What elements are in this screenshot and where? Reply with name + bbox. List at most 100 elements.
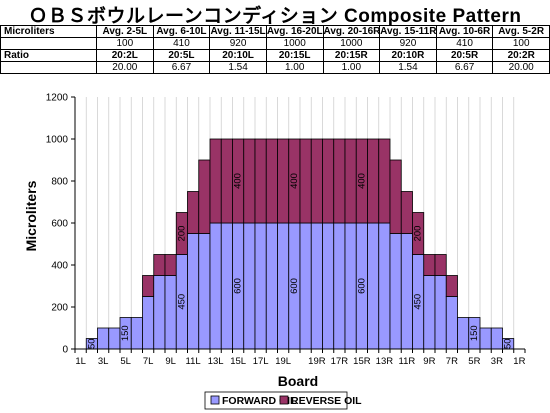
y-tick-label: 1000 bbox=[46, 135, 69, 146]
data-label: 450 bbox=[413, 294, 424, 310]
bar-forward-11R bbox=[400, 233, 413, 350]
row-label bbox=[0, 37, 97, 50]
data-label: 50 bbox=[86, 338, 97, 349]
x-tick-label: 1L bbox=[75, 356, 86, 367]
table-cell: 920 bbox=[379, 37, 437, 50]
bar-reverse-19L bbox=[277, 138, 290, 224]
legend-box bbox=[204, 391, 348, 410]
bar-forward-19R bbox=[310, 222, 323, 350]
table-cell: 100 bbox=[96, 37, 154, 50]
bar-reverse-14R bbox=[367, 138, 380, 224]
table-cell: 20:5R bbox=[435, 49, 494, 62]
oil-pattern-chart: 5015045020060040060040060040045020015050… bbox=[23, 93, 526, 410]
bar-forward-14L bbox=[220, 222, 233, 350]
summary-table: Microliters Avg. 2-5L Avg. 6-10L Avg. 11-15… bbox=[0, 25, 550, 74]
bar-reverse-14L bbox=[220, 138, 233, 224]
x-tick-label: 13R bbox=[376, 356, 394, 367]
x-axis-label: Board bbox=[278, 373, 318, 389]
bar-reverse-17L bbox=[254, 138, 267, 224]
bar-forward-14R bbox=[367, 222, 380, 350]
table-cell: 20:15R bbox=[322, 49, 381, 62]
bar-reverse-20R bbox=[299, 138, 312, 224]
x-tick-label: 3R bbox=[491, 356, 503, 367]
value-labels: 50 150 450 200 600 400 600 400 600 400 450 200 150 50 bbox=[86, 173, 513, 349]
table-cell: Avg. 2-5L bbox=[96, 25, 154, 38]
table-cell: 100 bbox=[492, 37, 550, 50]
table-cell: Avg. 20-16R bbox=[322, 25, 381, 38]
bar-forward-11L bbox=[187, 233, 200, 350]
y-tick-label: 400 bbox=[51, 261, 68, 272]
bar-forward-16L bbox=[243, 222, 256, 350]
bar-reverse-7L bbox=[142, 275, 155, 297]
bar-forward-3R bbox=[490, 327, 503, 350]
bar-forward-9L bbox=[164, 275, 177, 350]
x-tick-label: 15L bbox=[230, 356, 246, 367]
table-cell: Avg. 6-10L bbox=[152, 25, 211, 38]
bar-forward-8R bbox=[434, 275, 447, 350]
table-row: Microliters Avg. 2-5L Avg. 6-10L Avg. 11-15… bbox=[0, 25, 550, 38]
table-row: Ratio 20:2L 20:5L 20:10L 20:15L 20:15R 20:10R 2… bbox=[0, 49, 550, 62]
table-cell: 6.67 bbox=[152, 61, 211, 74]
bars bbox=[85, 138, 515, 350]
data-label: 400 bbox=[356, 173, 367, 189]
data-label: 600 bbox=[233, 278, 244, 294]
chart-title: ＯＢＳボウルレーンコンディション Composite Pattern bbox=[28, 6, 522, 27]
bar-reverse-16R bbox=[344, 138, 357, 224]
bar-forward-16R bbox=[344, 222, 357, 350]
bar-reverse-8R bbox=[434, 254, 447, 276]
bar-forward-13R bbox=[378, 222, 391, 350]
bar-reverse-12R bbox=[389, 159, 402, 234]
data-label: 200 bbox=[413, 226, 424, 242]
bar-reverse-13R bbox=[378, 138, 391, 224]
table-cell: 1.54 bbox=[379, 61, 437, 74]
y-tick-label: 0 bbox=[62, 345, 68, 356]
bar-forward-12L bbox=[198, 233, 211, 350]
bar-reverse-11R bbox=[400, 191, 413, 234]
legend-label: FORWARD OIL bbox=[222, 395, 297, 407]
table-cell: 1000 bbox=[322, 37, 381, 50]
bar-forward-9R bbox=[423, 275, 436, 350]
table-cell: Avg. 10-6R bbox=[435, 25, 494, 38]
y-tick-label: 1200 bbox=[46, 93, 69, 104]
bar-forward-4R bbox=[479, 327, 492, 350]
y-tick-label: 600 bbox=[51, 219, 68, 230]
table-cell: 20:5L bbox=[152, 49, 211, 62]
x-tick-label: 15R bbox=[353, 356, 371, 367]
bar-reverse-9L bbox=[164, 254, 177, 276]
table-row: 100 410 920 1000 1000 920 410 100 bbox=[0, 37, 550, 50]
bar-reverse-18R bbox=[322, 138, 335, 224]
data-label: 150 bbox=[469, 325, 480, 341]
x-tick-label: 17R bbox=[331, 356, 349, 367]
bar-reverse-16L bbox=[243, 138, 256, 224]
x-tick-label: 11R bbox=[399, 356, 416, 367]
legend-swatch-reverse bbox=[279, 395, 289, 405]
bar-reverse-18L bbox=[265, 138, 278, 224]
x-tick-label: 11L bbox=[186, 356, 201, 367]
table-row: 20.00 6.67 1.54 1.00 1.00 1.54 6.67 20.00 bbox=[0, 61, 550, 74]
table-cell: 20:15L bbox=[265, 49, 324, 62]
table-cell: 20:10R bbox=[379, 49, 437, 62]
row-label: Microliters bbox=[0, 25, 97, 38]
bar-forward-3L bbox=[97, 327, 110, 350]
data-label: 400 bbox=[233, 173, 244, 189]
y-axis-label: Microliters bbox=[23, 180, 39, 251]
x-tick-label: 5L bbox=[120, 356, 131, 367]
x-tick-label: 13L bbox=[208, 356, 224, 367]
x-tick-label: 19L bbox=[275, 356, 291, 367]
table-cell: 1.00 bbox=[322, 61, 381, 74]
legend-label: REVERSE OIL bbox=[291, 395, 362, 407]
bar-reverse-9R bbox=[423, 254, 436, 276]
bar-forward-8L bbox=[153, 275, 166, 350]
legend-swatch-forward bbox=[210, 395, 220, 405]
table-cell: 410 bbox=[152, 37, 211, 50]
bar-reverse-17R bbox=[333, 138, 346, 224]
bar-forward-18L bbox=[265, 222, 278, 350]
row-label bbox=[0, 61, 97, 74]
table-cell: 920 bbox=[209, 37, 267, 50]
bar-forward-17L bbox=[254, 222, 267, 350]
table-cell: 20.00 bbox=[96, 61, 154, 74]
table-cell: Avg. 5-2R bbox=[492, 25, 550, 38]
bar-forward-6R bbox=[457, 317, 470, 350]
bar-reverse-10R bbox=[412, 212, 425, 255]
